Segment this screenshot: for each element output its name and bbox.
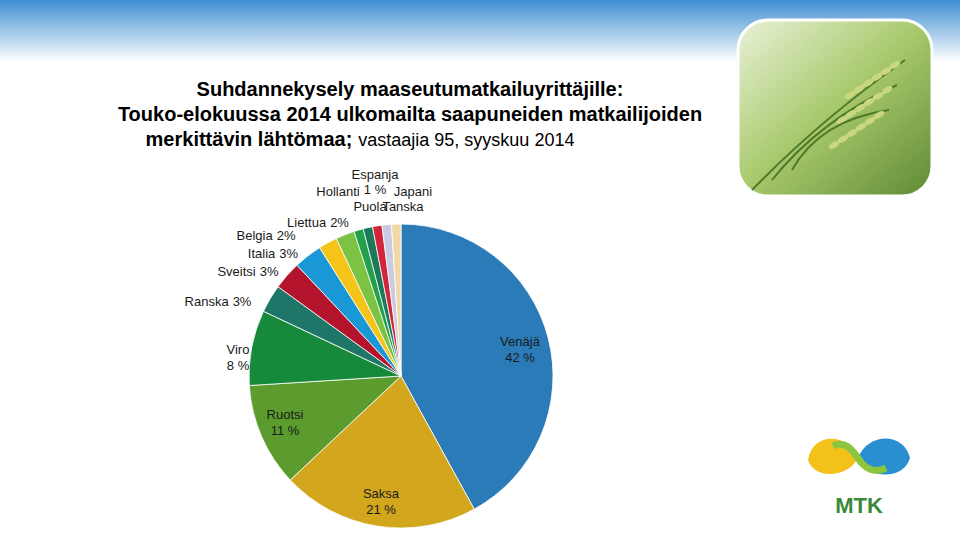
pie-slice xyxy=(249,376,401,480)
wheat-grain xyxy=(888,59,901,70)
category-label: Tanska xyxy=(382,199,424,214)
category-label: Belgia xyxy=(237,228,274,243)
data-label: Ruotsi11 % xyxy=(267,407,304,438)
wheat-grain xyxy=(872,109,885,120)
category-label: Ranska xyxy=(185,294,230,309)
pie-slice xyxy=(391,224,401,376)
value-label: 21 % xyxy=(366,502,396,517)
data-label: Saksa21 % xyxy=(363,486,400,517)
chart: Suhdannekysely maaseutumatkailuyrittäjil… xyxy=(0,0,960,540)
logo-text: MTK xyxy=(835,493,883,518)
value-label: 3% xyxy=(260,264,279,279)
data-label: Venäjä42 % xyxy=(500,334,541,365)
title-line: Suhdannekysely maaseutumatkailuyrittäjil… xyxy=(197,78,624,100)
data-label: Liettua2% xyxy=(287,215,349,230)
data-label: Tanska xyxy=(382,199,424,214)
title: Suhdannekysely maaseutumatkailuyrittäjil… xyxy=(118,78,702,150)
annotation: 1 % xyxy=(364,182,387,197)
labels: Venäjä42 % Saksa21 % Ruotsi11 % Viro8 % Rans… xyxy=(185,167,541,517)
title-line: Touko-elokuussa 2014 ulkomailta saapunei… xyxy=(118,103,702,125)
category-label: Japani xyxy=(394,184,432,199)
wheat-stalk xyxy=(752,60,905,190)
wheat-grain xyxy=(880,84,893,95)
category-label: Hollanti xyxy=(316,184,359,199)
data-label: Belgia2% xyxy=(237,228,296,243)
category-label: Italia xyxy=(248,246,276,261)
category-label: Liettua xyxy=(287,215,327,230)
data-label: Espanja xyxy=(352,167,400,182)
pie-slice xyxy=(382,224,401,376)
category-label: Saksa xyxy=(363,486,400,501)
pie xyxy=(249,224,553,528)
data-label: Ranska3% xyxy=(185,294,252,309)
wheat-image xyxy=(738,20,932,196)
category-label: Viro xyxy=(227,342,250,357)
image-frame xyxy=(738,20,932,196)
value-label: 42 % xyxy=(505,350,535,365)
value-label: 2% xyxy=(330,215,349,230)
wheat-stalk xyxy=(772,85,897,180)
title-line: merkittävin lähtömaa; xyxy=(146,128,353,150)
category-label: Sveitsi xyxy=(217,264,255,279)
data-label: Hollanti xyxy=(316,184,359,199)
data-label: Sveitsi 3% xyxy=(217,264,279,279)
value-label: 2% xyxy=(277,228,296,243)
category-label: Ruotsi xyxy=(267,407,304,422)
data-label: Viro8 % xyxy=(227,342,250,373)
category-label: Venäjä xyxy=(500,334,541,349)
value-label: 3% xyxy=(279,246,298,261)
logo-shape xyxy=(833,444,886,470)
value-label: 3% xyxy=(233,294,252,309)
subtitle: vastaajia 95, syyskuu 2014 xyxy=(358,130,574,150)
logo: MTK xyxy=(808,439,910,519)
value-label: 8 % xyxy=(227,358,250,373)
wheat-stalk xyxy=(792,110,889,170)
category-label: Espanja xyxy=(352,167,400,182)
data-label: Italia3% xyxy=(248,246,299,261)
value-label: 11 % xyxy=(271,423,300,438)
data-label: Japani xyxy=(394,184,432,199)
